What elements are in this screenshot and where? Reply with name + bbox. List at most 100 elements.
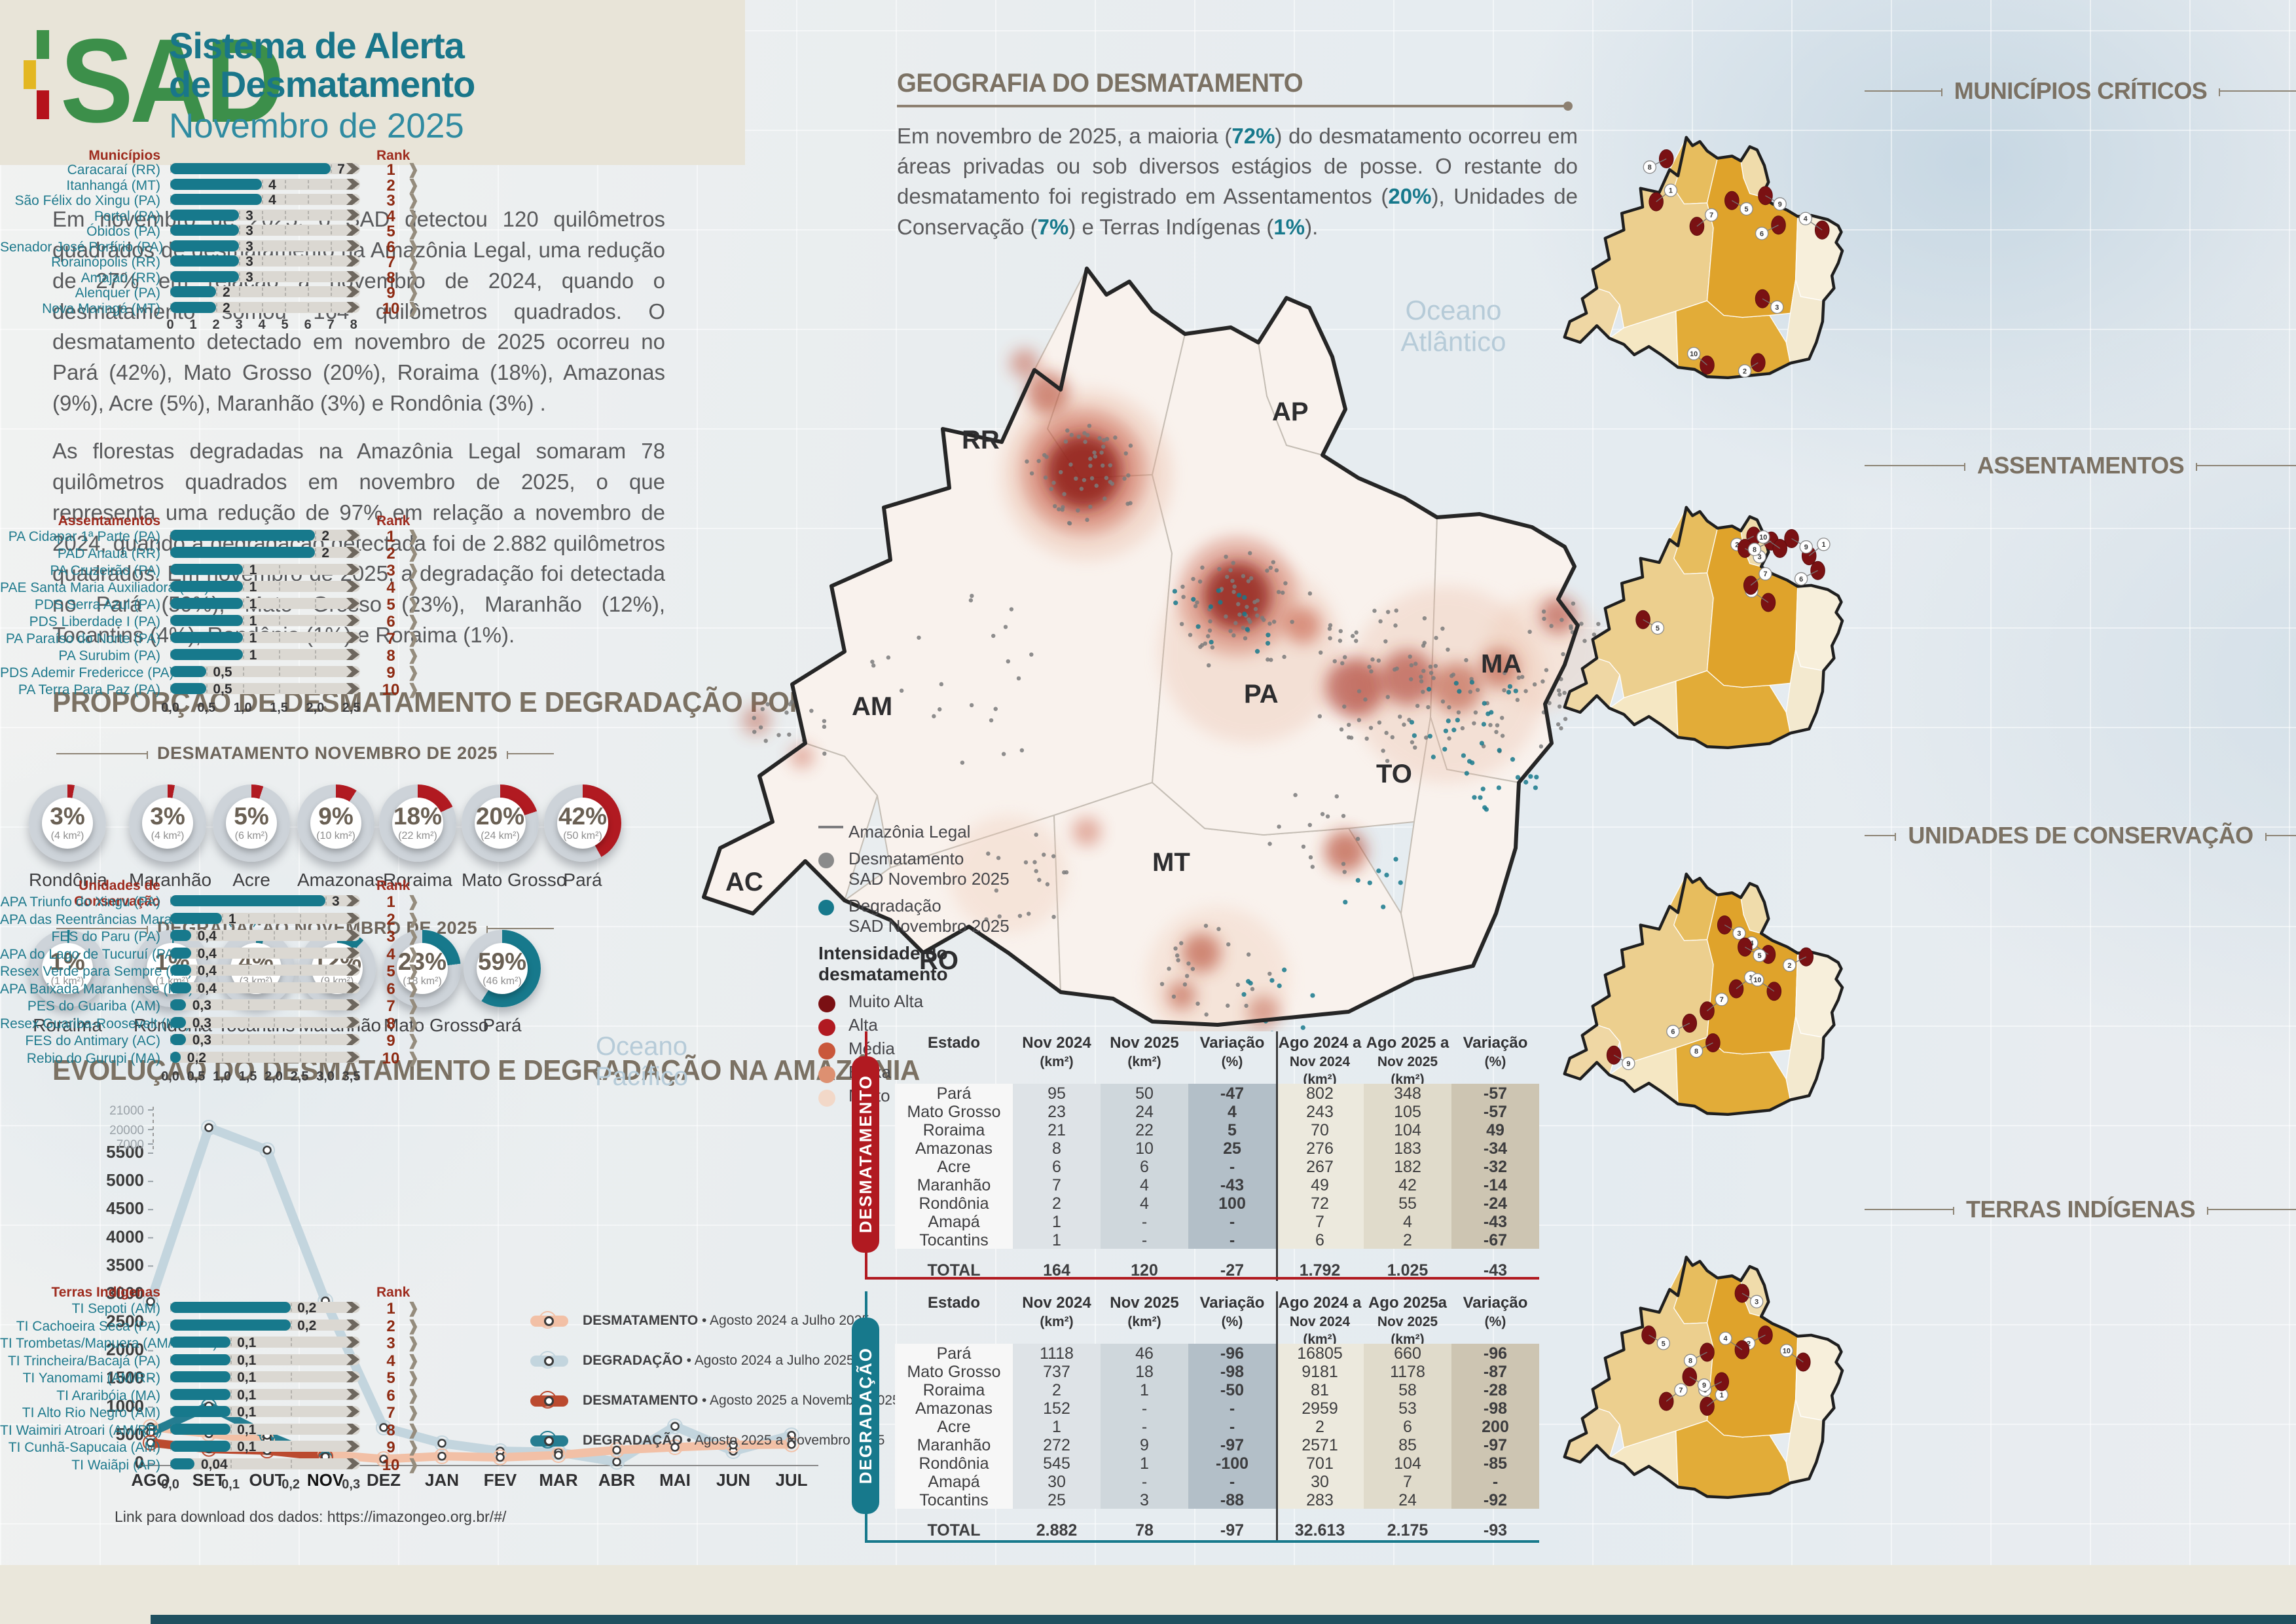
chevron-right-icon: ❱ — [407, 161, 420, 177]
svg-text:10: 10 — [1783, 1347, 1791, 1355]
svg-text:5500: 5500 — [106, 1142, 144, 1162]
ranking-rank-number: 6 — [386, 1386, 395, 1405]
donut-maranhão: 3% (4 km²) Maranhão — [129, 784, 211, 891]
table-cell: 81 — [1276, 1380, 1364, 1399]
ranking-rank-header: Rank — [376, 148, 410, 163]
table-header-cell: Nov 2024 (km²) — [1022, 1294, 1091, 1329]
table-cell: 49 — [1451, 1120, 1539, 1139]
ranking-item-label: PAE Santa Maria Auxiliadora (AM) — [0, 580, 210, 595]
state-label-ma: MA — [1481, 650, 1522, 678]
table-total-cell: -27 — [1220, 1261, 1245, 1280]
donut-state-label: Acre — [232, 870, 270, 890]
ranking-col-header: Assentamentos — [58, 513, 160, 528]
table-cell: 105 — [1364, 1102, 1451, 1121]
table-header-cell: Nov 2025 (km²) — [1110, 1034, 1179, 1069]
ocean-pacifico-label: Oceano Pacífico — [594, 1032, 689, 1091]
chevron-right-icon: ❱ — [407, 997, 420, 1014]
legend-swatch — [818, 826, 848, 828]
ranking-track-tick — [315, 548, 317, 557]
svg-text:SET: SET — [192, 1470, 226, 1490]
legend-text: Amazônia Legal — [848, 822, 971, 841]
table-cell: 1 — [1013, 1230, 1101, 1249]
ranking-item-label: Portel (PA) — [94, 208, 160, 224]
ranking-track-tick — [279, 633, 281, 642]
table-cell: 46 — [1101, 1344, 1188, 1363]
ranking-bar-track — [170, 178, 360, 190]
ranking-rank-number: 6 — [386, 980, 395, 998]
table-bracket-horizontal — [865, 1277, 1539, 1280]
table-cell: 18 — [1101, 1362, 1188, 1381]
chevron-right-icon: ❱ — [407, 893, 420, 910]
table-row: Roraima 2 1 -50 81 58 -28 — [895, 1380, 1539, 1399]
ranking-rank-number: 4 — [386, 1352, 395, 1370]
svg-text:1: 1 — [1821, 541, 1825, 549]
state-label-pa: PA — [1244, 680, 1279, 709]
ranking-bar-track — [170, 286, 360, 297]
ranking-value: 0,4 — [197, 929, 217, 944]
chevron-right-icon: ❱ — [407, 579, 420, 595]
legend-desmatamento: Desmatamento SAD Novembro 2025 — [818, 849, 1067, 889]
table-cell: 283 — [1276, 1490, 1364, 1509]
ranking-track-tick — [279, 616, 281, 625]
table-row: Acre 1- -2 6 200 — [895, 1417, 1539, 1436]
ranking-axis-label: 0,1 — [221, 1477, 240, 1492]
table-cell: -100 — [1188, 1454, 1276, 1473]
table-cell: 22 — [1101, 1120, 1188, 1139]
ranking-item-label: PAD Anauá (RR) — [57, 546, 160, 561]
ranking-item-label: TI Trincheira/Bacajá (PA) — [7, 1353, 160, 1369]
geografia-text: Em novembro de 2025, a maioria ( — [897, 124, 1232, 148]
legend-swatch-ring — [539, 1430, 556, 1449]
ranking-item-label: FES do Paru (PA) — [51, 929, 160, 944]
ranking-track-tick — [351, 1442, 353, 1450]
table-cell: - — [1101, 1230, 1188, 1249]
table-divider — [1276, 1291, 1278, 1541]
ranking-bar-track — [170, 930, 360, 941]
ranking-track-endcap — [346, 930, 359, 941]
ranking-track-tick — [262, 241, 264, 250]
ranking-rank-number: 2 — [386, 1317, 395, 1335]
ranking-track-tick — [242, 565, 244, 574]
table-cell: Maranhão — [895, 1175, 1013, 1194]
geografia-text: ). — [1305, 214, 1319, 239]
ranking-bar — [170, 286, 217, 297]
chevron-right-icon: ❱ — [407, 1439, 420, 1455]
ranking-track-tick — [291, 1320, 293, 1329]
ranking-rank-number: 3 — [386, 928, 395, 946]
ranking-rank-number: 2 — [386, 910, 395, 929]
ranking-value: 3 — [246, 269, 253, 285]
table-row: Roraima 21 22 5 70 104 49 — [895, 1120, 1539, 1139]
ranking-rank-number: 8 — [386, 647, 395, 665]
donut-ring: 9% (10 km²) — [297, 784, 374, 862]
table-cell: -43 — [1451, 1212, 1539, 1231]
table-cell: -97 — [1451, 1435, 1539, 1454]
ranking-track-endcap — [346, 1406, 359, 1417]
table-cell: 1178 — [1364, 1362, 1451, 1381]
ranking-track-tick — [291, 1442, 293, 1450]
ranking-track-tick — [196, 1052, 198, 1061]
table-cell: 7 — [1364, 1472, 1451, 1491]
ranking-rank-number: 4 — [386, 579, 395, 597]
ranking-track-tick — [285, 226, 287, 234]
chevron-right-icon: ❱ — [407, 253, 420, 270]
table-cell: Pará — [895, 1344, 1013, 1363]
ranking-track-tick — [291, 1338, 293, 1346]
donut-center: 42% (50 km²) — [557, 798, 608, 849]
ranking-track-tick — [196, 948, 198, 957]
ranking-track-endcap — [346, 209, 359, 221]
ranking-track-tick — [239, 226, 241, 234]
ranking-track-tick — [279, 582, 281, 591]
svg-text:5: 5 — [1662, 1340, 1666, 1348]
ranking-bar — [170, 999, 186, 1010]
ranking-bar — [170, 270, 240, 282]
table-header: Estado Nov 2024 (km²) Nov 2025 (km²) Variação… — [895, 1291, 1539, 1351]
ranking-track-tick — [242, 582, 244, 591]
table-total-cell: TOTAL — [927, 1261, 981, 1280]
ranking-rank-number: 1 — [386, 528, 395, 545]
ranking-track-tick — [299, 913, 301, 923]
chevron-right-icon: ❱ — [407, 1049, 420, 1066]
ranking-item-label: PA Paraíso do Norte (PA) — [5, 631, 160, 646]
ranking-bar-track — [170, 240, 360, 251]
ranking-bar — [170, 547, 316, 558]
